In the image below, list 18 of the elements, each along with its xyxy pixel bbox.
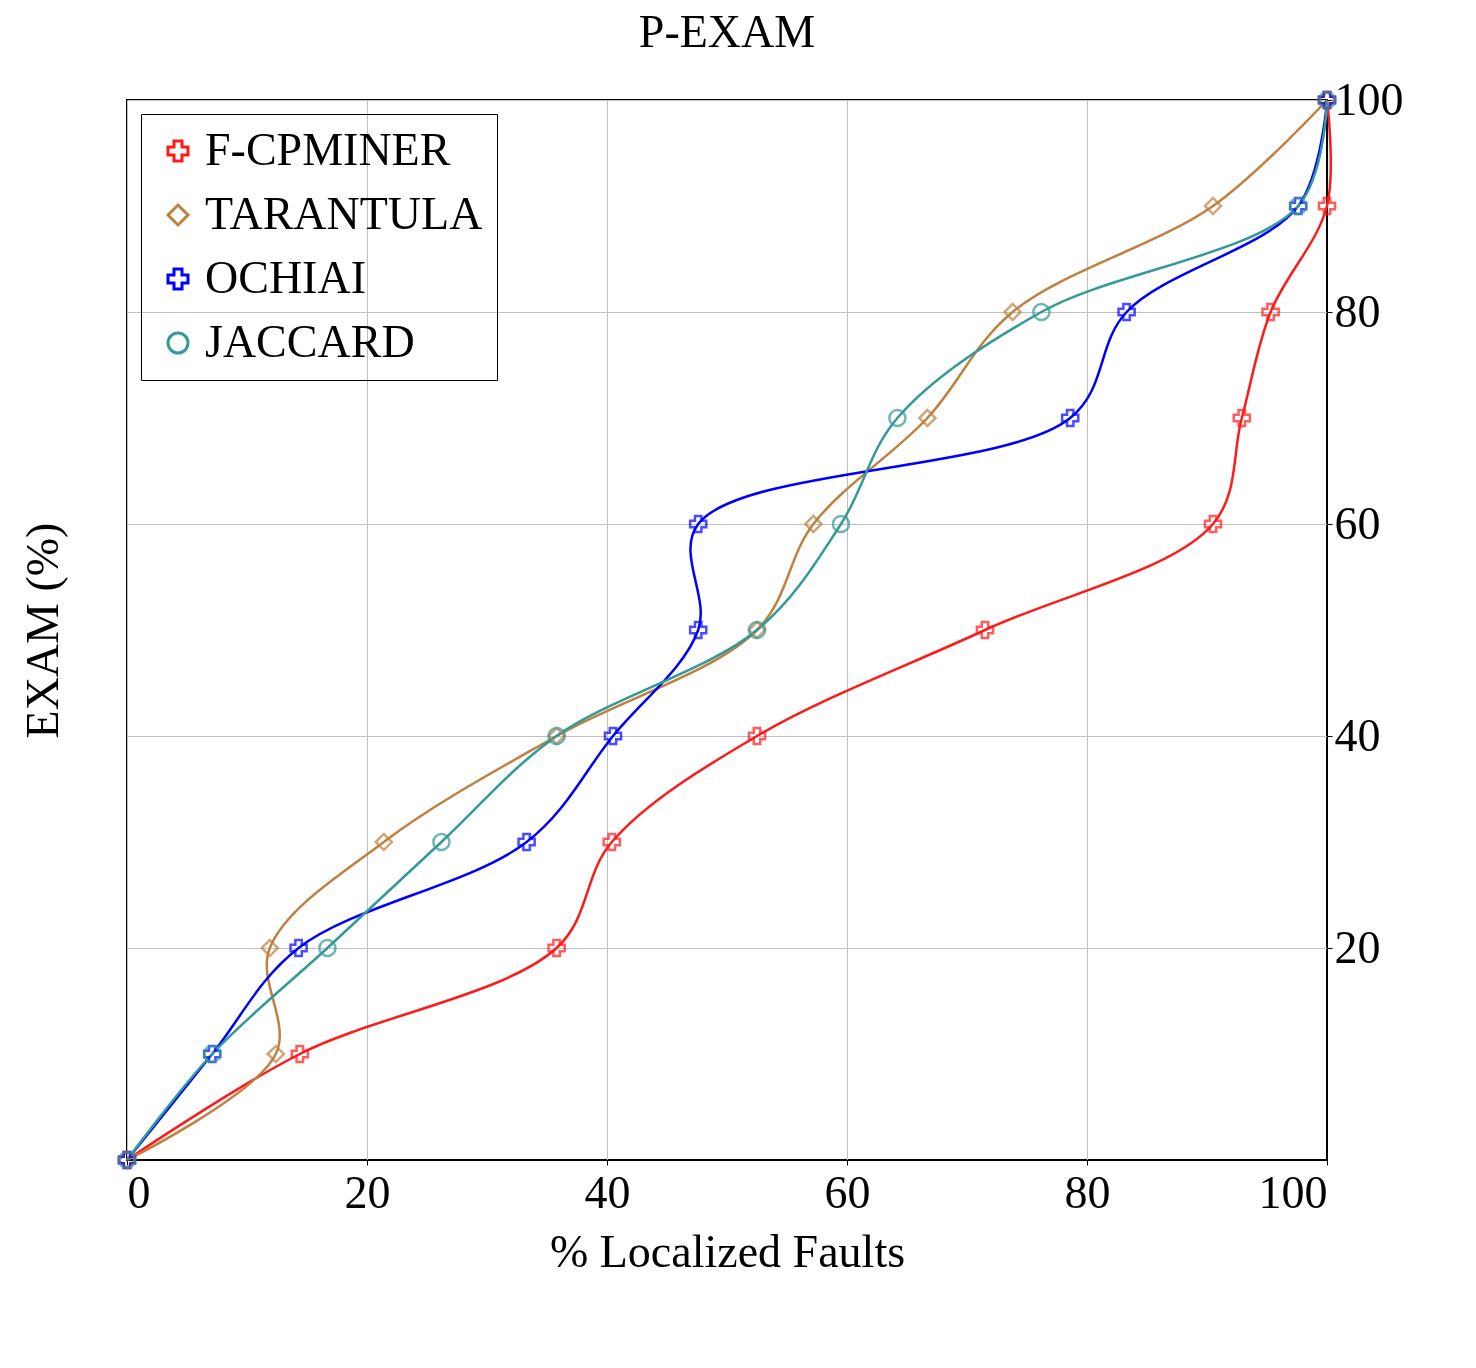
y-axis-title: EXAM (%) bbox=[16, 522, 68, 739]
x-tick-label: 20 bbox=[344, 1166, 391, 1218]
legend-label: F-CPMINER bbox=[205, 124, 451, 175]
x-axis-title: % Localized Faults bbox=[549, 1225, 906, 1277]
x-tick-label: 80 bbox=[1064, 1166, 1111, 1218]
legend-label: JACCARD bbox=[205, 316, 415, 367]
x-tick-label: 40 bbox=[584, 1166, 631, 1218]
chart-title: P-EXAM bbox=[638, 6, 816, 57]
y-tick-label: 20 bbox=[1334, 921, 1381, 973]
x-tick-label: 0 bbox=[127, 1166, 151, 1218]
x-tick-label: 60 bbox=[824, 1166, 871, 1218]
y-tick-label: 60 bbox=[1334, 497, 1381, 549]
x-tick-label: 100 bbox=[1258, 1166, 1328, 1218]
legend-label: OCHIAI bbox=[205, 252, 366, 303]
y-tick-label: 80 bbox=[1334, 285, 1381, 337]
legend-label: TARANTULA bbox=[205, 188, 483, 239]
y-tick-label: 40 bbox=[1334, 709, 1381, 761]
y-tick-label: 100 bbox=[1334, 73, 1404, 125]
